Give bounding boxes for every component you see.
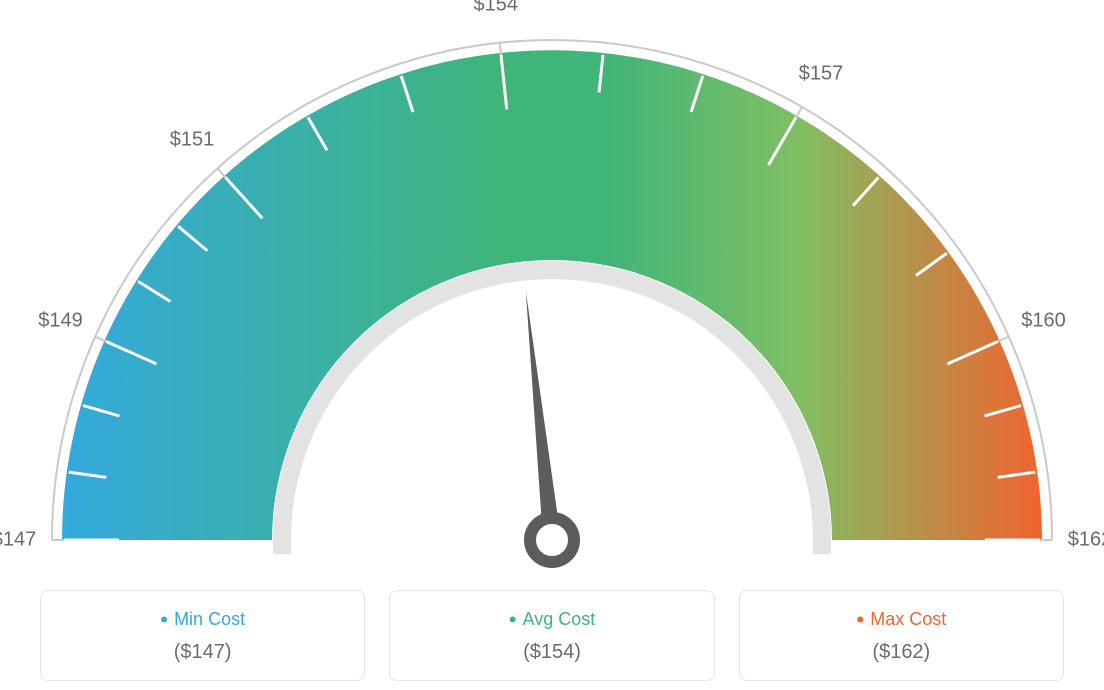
legend-card-min: Min Cost ($147) [40,590,365,681]
gauge-chart: $147 $149 $151 $154 $157 $160 $162 [0,0,1104,570]
legend-label-max: Max Cost [752,607,1051,633]
gauge-tick-label: $151 [170,129,215,152]
gauge-tick-label: $147 [0,529,36,552]
legend-value-max: ($162) [752,641,1051,664]
legend-card-avg: Avg Cost ($154) [389,590,714,681]
legend-row: Min Cost ($147) Avg Cost ($154) Max Cost… [40,590,1064,681]
gauge-tick-label: $157 [799,63,844,86]
legend-label-min: Min Cost [53,607,352,633]
gauge-tick-label: $149 [38,310,83,333]
legend-value-min: ($147) [53,641,352,664]
gauge-tick-label: $160 [1021,310,1066,333]
gauge-svg [0,0,1104,570]
legend-value-avg: ($154) [402,641,701,664]
legend-card-max: Max Cost ($162) [739,590,1064,681]
legend-label-avg: Avg Cost [402,607,701,633]
gauge-tick-label: $162 [1068,529,1104,552]
gauge-tick-label: $154 [474,0,519,16]
